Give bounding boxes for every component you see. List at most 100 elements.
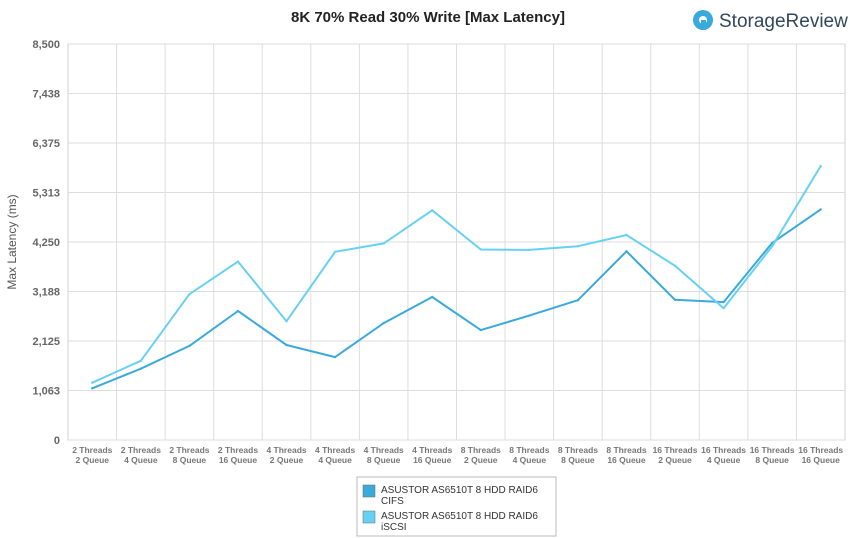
data-point	[673, 264, 677, 267]
x-tick-label-line: 8 Threads	[606, 445, 646, 455]
x-tick-label-line: 2 Threads	[169, 445, 209, 455]
x-tick-label: 2 Threads 4 Queue	[121, 445, 161, 465]
data-point	[91, 387, 94, 390]
y-tick-label: 2,125	[32, 336, 60, 348]
logo-text: StorageReview	[719, 11, 848, 32]
data-point	[528, 314, 531, 317]
data-point	[625, 250, 628, 253]
data-point	[576, 299, 580, 302]
storagereview-logo: StorageReview	[693, 10, 848, 32]
data-point	[285, 343, 288, 347]
data-point	[625, 233, 628, 237]
x-tick-label-line: 16 Queue	[607, 455, 646, 465]
x-tick-label-line: 2 Queue	[76, 455, 110, 465]
x-tick-label: 16 Threads 2 Queue	[653, 445, 698, 465]
logo-icon	[693, 10, 713, 30]
x-tick-label-line: 2 Threads	[218, 445, 258, 455]
x-tick-label-line: 16 Threads	[701, 445, 746, 455]
data-point	[236, 309, 240, 313]
x-tick-label-line: 16 Queue	[802, 455, 841, 465]
legend-label-line: iSCSI	[381, 522, 407, 533]
legend-swatch	[362, 484, 376, 498]
data-point	[819, 208, 822, 211]
x-tick-label-line: 4 Threads	[412, 445, 452, 455]
data-point	[382, 242, 385, 245]
data-point	[431, 209, 434, 212]
y-tick-label: 6,375	[32, 138, 60, 150]
data-point	[819, 164, 822, 168]
data-point	[188, 292, 191, 296]
x-tick-label-line: 8 Queue	[561, 455, 595, 465]
x-tick-label-line: 16 Threads	[750, 445, 795, 455]
legend-label: ASUSTOR AS6510T 8 HDD RAID6 iSCSI	[381, 511, 538, 533]
x-tick-label-line: 4 Threads	[266, 445, 306, 455]
x-tick-label-line: 16 Queue	[413, 455, 452, 465]
series-lines	[91, 164, 822, 390]
legend-label-line: ASUSTOR AS6510T 8 HDD RAID6	[381, 511, 538, 522]
x-tick-label: 8 Threads 2 Queue	[461, 445, 501, 465]
x-tick-label: 2 Threads 16 Queue	[218, 445, 258, 465]
x-tick-label-line: 4 Queue	[318, 455, 352, 465]
y-tick-label: 5,313	[32, 187, 60, 199]
x-tick-label-line: 2 Threads	[72, 445, 112, 455]
y-axis-ticks: 0 1,063 2,125 3,188 4,250 5,313 6,375 7,438 8,50…	[32, 39, 60, 447]
y-axis-label: Max Latency (ms)	[5, 194, 19, 289]
data-point	[722, 306, 725, 310]
data-point	[333, 250, 337, 253]
series-line-1	[91, 165, 822, 384]
legend-label: ASUSTOR AS6510T 8 HDD RAID6 CIFS	[381, 485, 538, 507]
x-tick-label-line: 16 Threads	[653, 445, 698, 455]
x-tick-label-line: 4 Queue	[707, 455, 741, 465]
x-tick-label: 16 Threads 8 Queue	[750, 445, 795, 465]
x-tick-label-line: 8 Queue	[173, 455, 207, 465]
legend-label-line: ASUSTOR AS6510T 8 HDD RAID6	[381, 485, 538, 496]
x-tick-label: 8 Threads 16 Queue	[606, 445, 646, 465]
y-tick-label: 4,250	[32, 237, 60, 249]
data-point	[770, 244, 774, 248]
series-line-0	[91, 208, 822, 390]
data-point	[431, 295, 434, 299]
data-point	[285, 320, 288, 323]
y-tick-label: 8,500	[32, 39, 60, 51]
data-point	[188, 344, 191, 348]
y-tick-label: 3,188	[32, 286, 60, 298]
x-tick-label-line: 2 Queue	[270, 455, 304, 465]
legend-label-line: CIFS	[381, 496, 404, 507]
x-tick-label-line: 8 Threads	[558, 445, 598, 455]
data-point	[91, 381, 94, 384]
data-point	[479, 248, 482, 251]
x-tick-label-line: 8 Threads	[461, 445, 501, 455]
x-tick-label-line: 4 Queue	[513, 455, 547, 465]
x-tick-label-line: 4 Threads	[364, 445, 404, 455]
x-tick-label-line: 2 Threads	[121, 445, 161, 455]
x-tick-label: 8 Threads 8 Queue	[558, 445, 598, 465]
data-point	[528, 248, 531, 252]
x-tick-label-line: 16 Threads	[798, 445, 843, 455]
x-tick-label: 16 Threads 4 Queue	[701, 445, 746, 465]
x-tick-label-line: 8 Queue	[755, 455, 789, 465]
y-tick-label: 0	[54, 435, 60, 447]
data-point	[479, 328, 482, 332]
x-tick-label-line: 2 Queue	[464, 455, 498, 465]
x-tick-label-line: 16 Queue	[219, 455, 258, 465]
chart-title: 8K 70% Read 30% Write [Max Latency]	[291, 9, 565, 26]
legend-box	[356, 476, 557, 537]
data-point	[139, 359, 143, 362]
x-tick-label-line: 8 Queue	[367, 455, 401, 465]
x-tick-label-line: 4 Threads	[315, 445, 355, 455]
data-point	[139, 367, 143, 370]
data-point	[722, 300, 725, 304]
data-point	[382, 321, 385, 325]
data-point	[673, 298, 677, 301]
x-tick-label: 4 Threads 8 Queue	[364, 445, 404, 465]
x-tick-label: 8 Threads 4 Queue	[509, 445, 549, 465]
legend-swatch	[362, 510, 376, 524]
x-tick-label: 4 Threads 2 Queue	[266, 445, 306, 465]
data-point	[333, 355, 337, 359]
y-tick-label: 1,063	[32, 385, 60, 397]
x-tick-label: 4 Threads 16 Queue	[412, 445, 452, 465]
